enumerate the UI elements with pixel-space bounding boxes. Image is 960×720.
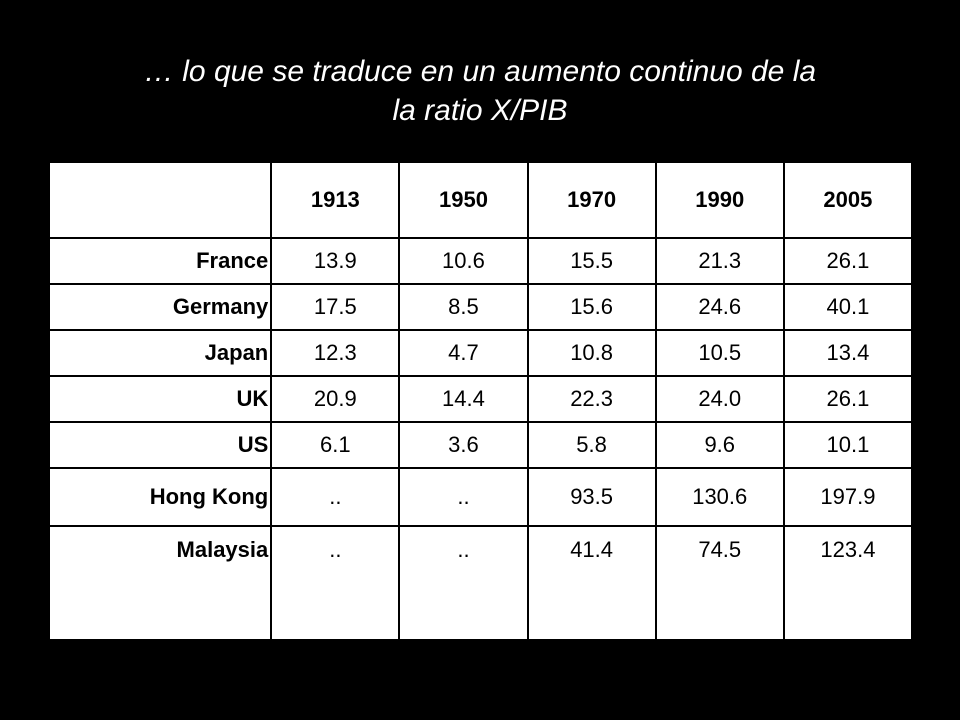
value-cell: 12.3 (270, 329, 401, 377)
value-cell: 5.8 (526, 421, 657, 469)
value-cell: 41.4 (526, 525, 657, 641)
table-row: Hong Kong .. .. 93.5 130.6 197.9 (47, 467, 914, 527)
value-cell: 197.9 (782, 467, 914, 527)
value-cell: 14.4 (398, 375, 529, 423)
value-cell: 10.5 (654, 329, 785, 377)
country-cell: US (47, 421, 273, 469)
export-ratio-table: 1913 1950 1970 1990 2005 France 13.9 10.… (47, 161, 914, 641)
value-cell: 40.1 (782, 283, 914, 331)
value-cell: 22.3 (526, 375, 657, 423)
country-cell: France (47, 237, 273, 285)
table-row: Japan 12.3 4.7 10.8 10.5 13.4 (47, 329, 914, 377)
value-cell: 21.3 (654, 237, 785, 285)
value-cell: 26.1 (782, 237, 914, 285)
value-cell: 20.9 (270, 375, 401, 423)
value-cell: 13.9 (270, 237, 401, 285)
value-cell: 24.6 (654, 283, 785, 331)
value-cell: 15.6 (526, 283, 657, 331)
year-header: 1950 (398, 161, 529, 239)
value-cell: .. (270, 525, 401, 641)
value-cell: 3.6 (398, 421, 529, 469)
title-line-2: la ratio X/PIB (392, 94, 568, 127)
title-line-1: … lo que se traduce en un aumento contin… (143, 55, 817, 88)
value-cell: 74.5 (654, 525, 785, 641)
value-cell: .. (270, 467, 401, 527)
corner-cell (47, 161, 273, 239)
year-header: 1990 (654, 161, 785, 239)
country-cell: Japan (47, 329, 273, 377)
year-header: 1913 (270, 161, 401, 239)
value-cell: 93.5 (526, 467, 657, 527)
value-cell: 123.4 (782, 525, 914, 641)
value-cell: 26.1 (782, 375, 914, 423)
value-cell: .. (398, 467, 529, 527)
value-cell: 6.1 (270, 421, 401, 469)
table-row: Malaysia .. .. 41.4 74.5 123.4 (47, 525, 914, 641)
value-cell: 8.5 (398, 283, 529, 331)
table-row: Germany 17.5 8.5 15.6 24.6 40.1 (47, 283, 914, 331)
table-row: France 13.9 10.6 15.5 21.3 26.1 (47, 237, 914, 285)
value-cell: 17.5 (270, 283, 401, 331)
country-cell: UK (47, 375, 273, 423)
value-cell: 10.1 (782, 421, 914, 469)
year-header: 1970 (526, 161, 657, 239)
slide-title: … lo que se traduce en un aumento contin… (40, 52, 920, 130)
value-cell: 4.7 (398, 329, 529, 377)
value-cell: 9.6 (654, 421, 785, 469)
value-cell: 15.5 (526, 237, 657, 285)
value-cell: 24.0 (654, 375, 785, 423)
table-row: US 6.1 3.6 5.8 9.6 10.1 (47, 421, 914, 469)
table-row: UK 20.9 14.4 22.3 24.0 26.1 (47, 375, 914, 423)
country-cell: Germany (47, 283, 273, 331)
country-cell: Hong Kong (47, 467, 273, 527)
year-header: 2005 (782, 161, 914, 239)
value-cell: .. (398, 525, 529, 641)
value-cell: 130.6 (654, 467, 785, 527)
country-cell: Malaysia (47, 525, 273, 641)
value-cell: 13.4 (782, 329, 914, 377)
value-cell: 10.8 (526, 329, 657, 377)
header-row: 1913 1950 1970 1990 2005 (47, 161, 914, 239)
value-cell: 10.6 (398, 237, 529, 285)
